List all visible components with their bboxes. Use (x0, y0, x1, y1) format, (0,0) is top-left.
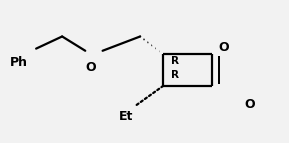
Text: R: R (171, 70, 179, 80)
Text: O: O (86, 61, 96, 74)
Text: O: O (219, 41, 229, 54)
Text: O: O (245, 98, 255, 111)
Text: R: R (171, 56, 179, 66)
Text: Ph: Ph (10, 56, 28, 69)
Text: Et: Et (118, 110, 133, 123)
